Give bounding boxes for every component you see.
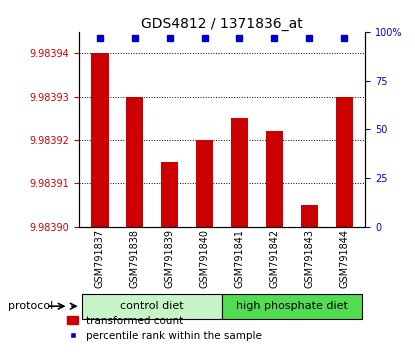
Text: protocol: protocol bbox=[8, 301, 54, 311]
Bar bbox=[196, 140, 213, 227]
Bar bbox=[126, 97, 144, 227]
Bar bbox=[91, 53, 109, 227]
Bar bbox=[231, 118, 248, 227]
Title: GDS4812 / 1371836_at: GDS4812 / 1371836_at bbox=[141, 17, 303, 31]
Text: control diet: control diet bbox=[120, 301, 184, 311]
Bar bbox=[300, 205, 318, 227]
Text: high phosphate diet: high phosphate diet bbox=[236, 301, 348, 311]
Bar bbox=[222, 294, 362, 319]
Bar bbox=[82, 294, 222, 319]
Bar bbox=[335, 97, 353, 227]
Legend: transformed count, percentile rank within the sample: transformed count, percentile rank withi… bbox=[63, 312, 266, 345]
Bar bbox=[266, 131, 283, 227]
Bar bbox=[161, 162, 178, 227]
